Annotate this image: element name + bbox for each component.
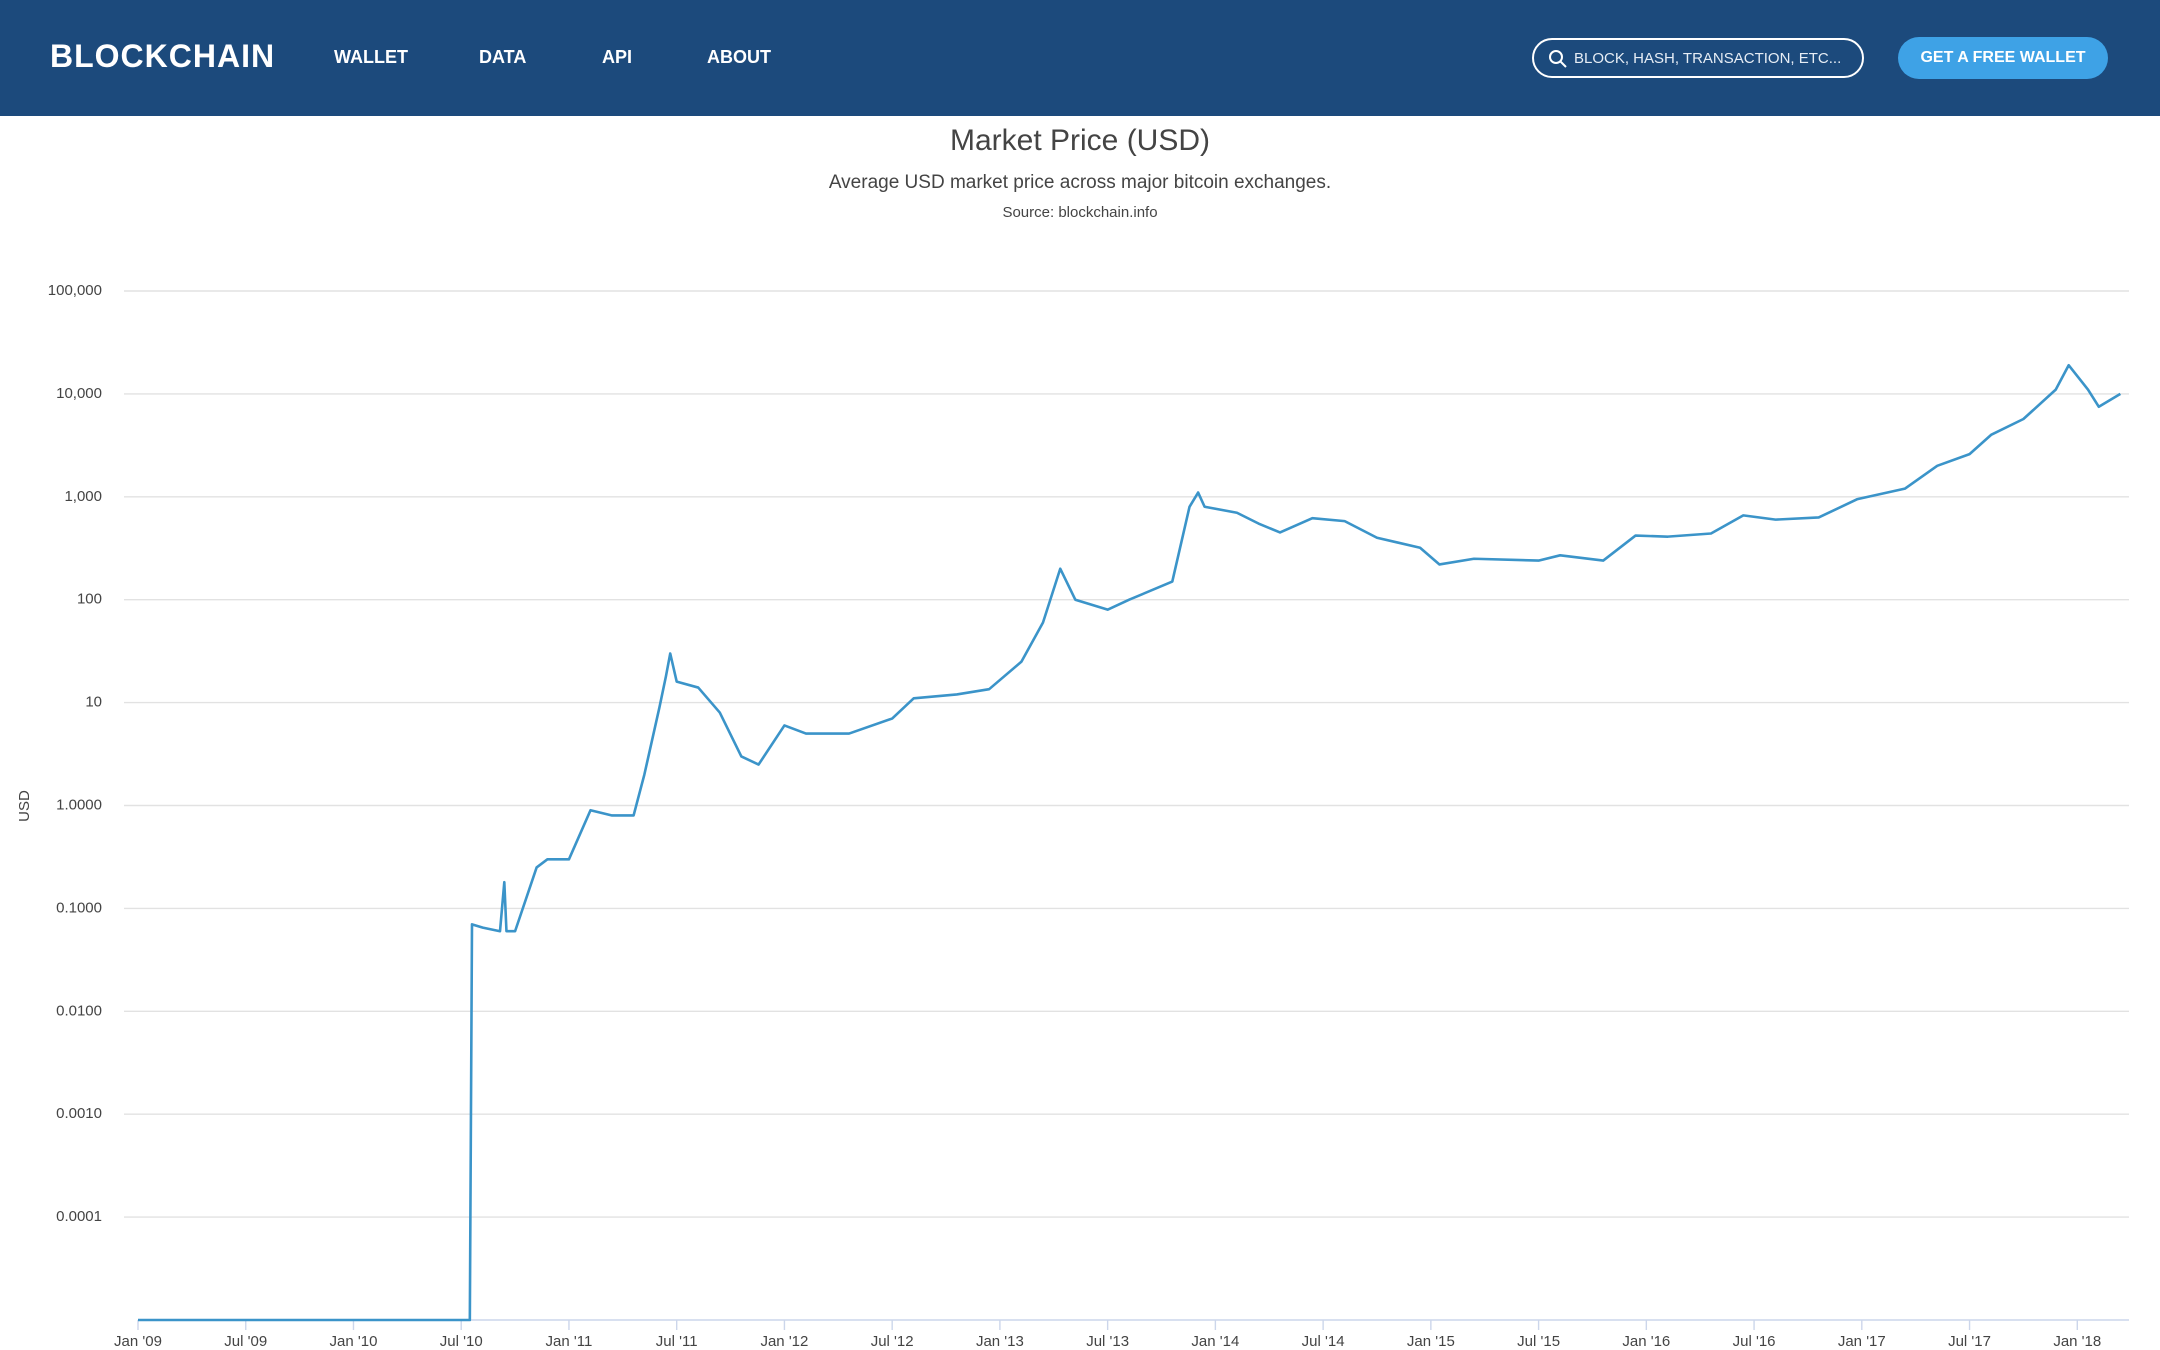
x-tick-label: Jan '18 xyxy=(2053,1333,2101,1350)
x-tick-label: Jul '10 xyxy=(440,1333,483,1350)
x-tick-label: Jan '10 xyxy=(330,1333,378,1350)
search-placeholder: BLOCK, HASH, TRANSACTION, ETC... xyxy=(1574,50,1842,67)
y-tick-label: 0.1000 xyxy=(56,899,102,916)
nav-bar: BLOCKCHAIN WALLET DATA API ABOUT BLOCK, … xyxy=(0,0,2160,116)
nav-link[interactable]: ABOUT xyxy=(707,47,771,67)
x-tick-label: Jan '13 xyxy=(976,1333,1024,1350)
y-tick-label: 0.0001 xyxy=(56,1208,102,1225)
x-tick-label: Jul '13 xyxy=(1086,1333,1129,1350)
x-tick-label: Jul '11 xyxy=(656,1333,698,1350)
x-tick-label: Jan '14 xyxy=(1191,1333,1239,1350)
y-tick-label: 100 xyxy=(77,591,102,608)
y-tick-label: 0.0010 xyxy=(56,1105,102,1122)
price-line xyxy=(138,363,2122,1322)
x-tick-label: Jul '16 xyxy=(1733,1333,1776,1350)
x-tick-label: Jul '17 xyxy=(1948,1333,1991,1350)
x-tick-label: Jul '12 xyxy=(871,1333,914,1350)
y-tick-label: 100,000 xyxy=(48,282,102,299)
nav-link[interactable]: DATA xyxy=(479,47,527,67)
x-tick-label: Jan '11 xyxy=(546,1333,593,1350)
y-tick-label: 10,000 xyxy=(56,385,102,402)
logo[interactable]: BLOCKCHAIN xyxy=(50,38,276,74)
x-tick-label: Jul '09 xyxy=(224,1333,267,1350)
y-tick-label: 0.0100 xyxy=(56,1002,102,1019)
x-tick-label: Jan '09 xyxy=(114,1333,162,1350)
search-icon xyxy=(1549,50,1567,68)
x-tick-label: Jan '16 xyxy=(1622,1333,1670,1350)
y-tick-label: 1.0000 xyxy=(56,796,102,813)
y-axis-label: USD xyxy=(16,790,33,822)
y-tick-label: 1,000 xyxy=(64,488,102,505)
y-tick-label: 10 xyxy=(85,694,102,711)
search-box[interactable]: BLOCK, HASH, TRANSACTION, ETC... xyxy=(1532,38,1864,78)
wallet-button[interactable]: GET A FREE WALLET xyxy=(1898,37,2108,79)
nav-link[interactable]: WALLET xyxy=(334,47,408,67)
x-tick-label: Jan '12 xyxy=(760,1333,808,1350)
x-tick-label: Jan '17 xyxy=(1838,1333,1886,1350)
x-tick-label: Jul '14 xyxy=(1302,1333,1345,1350)
chart-source: Source: blockchain.info xyxy=(1002,204,1157,221)
chart-subtitle: Average USD market price across major bi… xyxy=(829,172,1331,193)
x-tick-label: Jul '15 xyxy=(1517,1333,1560,1350)
nav-link[interactable]: API xyxy=(602,47,633,67)
chart-title: Market Price (USD) xyxy=(950,124,1210,157)
chart: Market Price (USD) Average USD market pr… xyxy=(16,124,2129,1350)
x-tick-label: Jan '15 xyxy=(1407,1333,1455,1350)
